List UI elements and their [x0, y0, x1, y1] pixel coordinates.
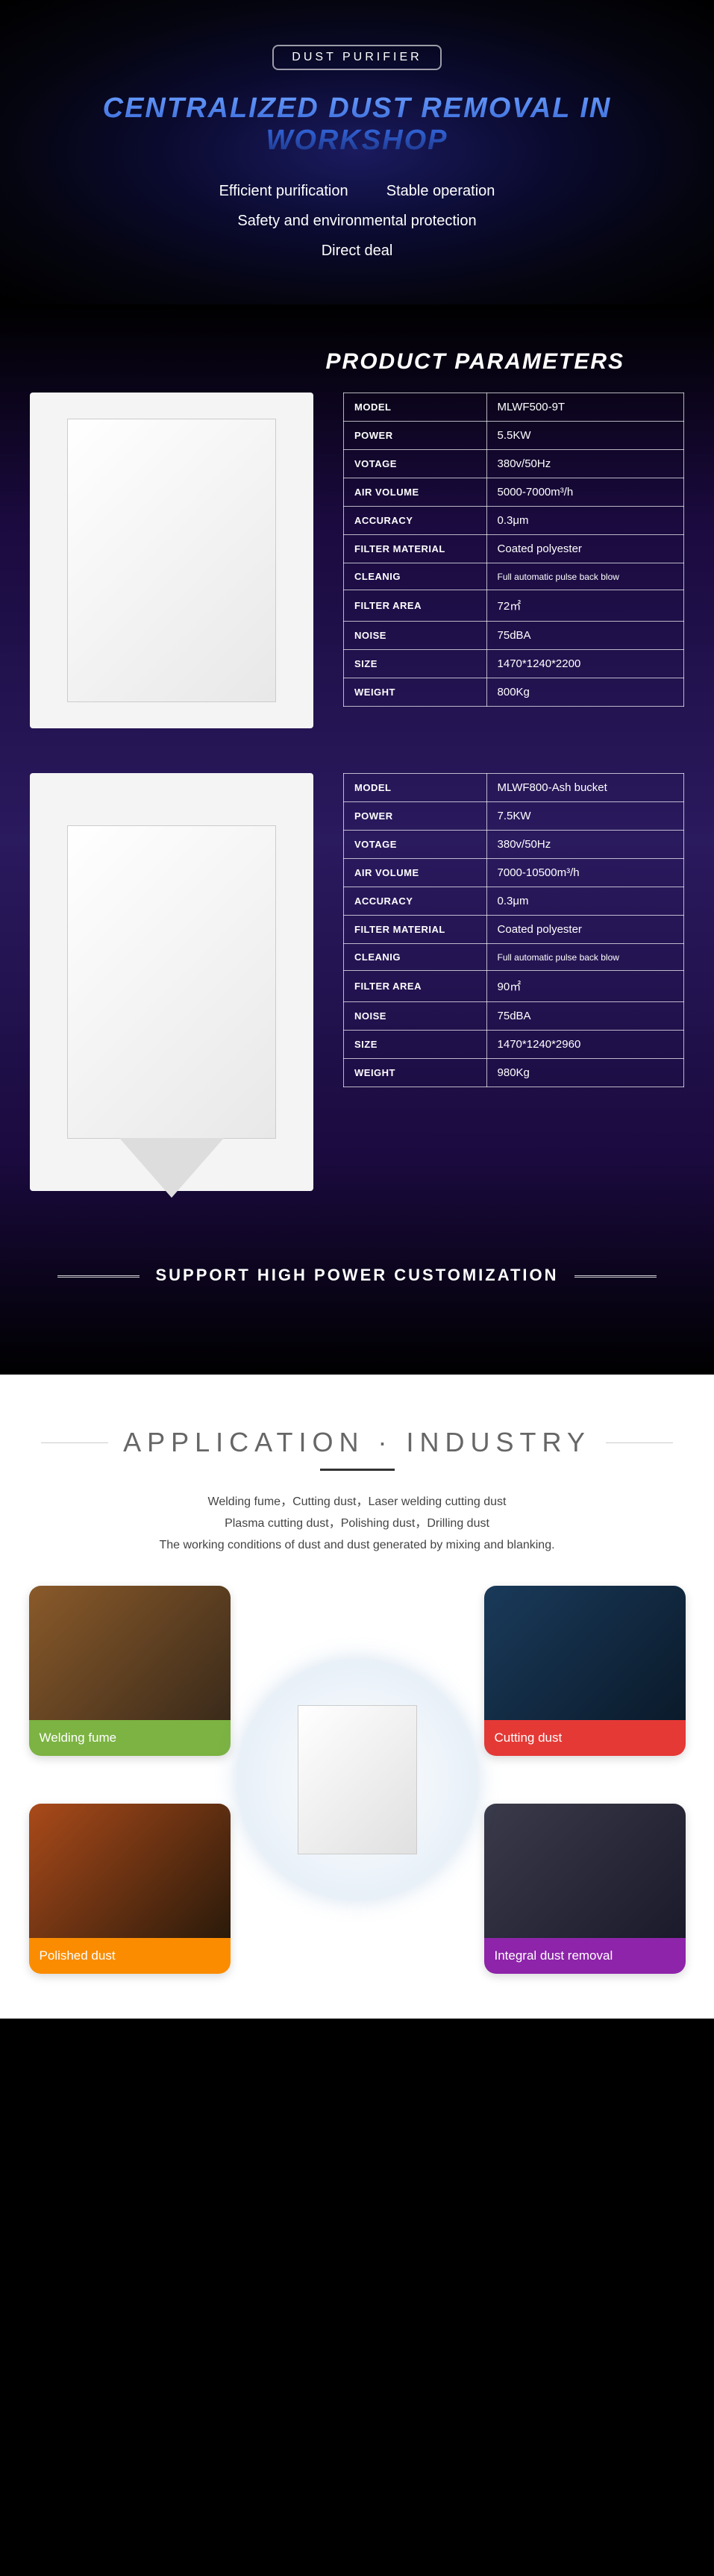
spec-value: 90㎡	[486, 971, 683, 1002]
industries-grid: Welding fume Cutting dust Polished dust …	[29, 1586, 686, 1974]
title-underline	[320, 1469, 395, 1471]
spec-label: ACCURACY	[344, 887, 487, 916]
feature-text: Safety and environmental protection	[237, 213, 476, 229]
feature-text: Direct deal	[322, 243, 393, 259]
section-title: PRODUCT PARAMETERS	[30, 349, 684, 375]
spec-value: Coated polyester	[486, 916, 683, 944]
spec-label: CLEANIG	[344, 563, 487, 590]
spec-value: 7.5KW	[486, 802, 683, 831]
product-image	[30, 773, 313, 1191]
spec-label: SIZE	[344, 650, 487, 678]
spec-label: FILTER AREA	[344, 971, 487, 1002]
spec-value: 0.3μm	[486, 887, 683, 916]
industry-card-integral: Integral dust removal	[484, 1804, 686, 1974]
support-banner: SUPPORT HIGH POWER CUSTOMIZATION	[30, 1236, 684, 1330]
spec-value: 800Kg	[486, 678, 683, 707]
spec-value: 72㎡	[486, 590, 683, 622]
decorative-line	[57, 1275, 140, 1278]
industry-label: Integral dust removal	[484, 1938, 686, 1974]
spec-value: MLWF500-9T	[486, 393, 683, 422]
spec-value: MLWF800-Ash bucket	[486, 774, 683, 802]
product-block-2: MODELMLWF800-Ash bucket POWER7.5KW VOTAG…	[30, 773, 684, 1191]
spec-table-1: MODELMLWF500-9T POWER5.5KW VOTAGE380v/50…	[343, 393, 684, 707]
spec-label: WEIGHT	[344, 678, 487, 707]
industry-image	[484, 1586, 686, 1720]
machine-illustration	[67, 419, 276, 702]
spec-label: VOTAGE	[344, 831, 487, 859]
industry-label: Welding fume	[29, 1720, 231, 1756]
spec-label: CLEANIG	[344, 944, 487, 971]
decorative-line	[574, 1275, 657, 1278]
spec-label: POWER	[344, 802, 487, 831]
spec-label: FILTER MATERIAL	[344, 916, 487, 944]
spec-label: ACCURACY	[344, 507, 487, 535]
spec-label: NOISE	[344, 622, 487, 650]
spec-value: 380v/50Hz	[486, 450, 683, 478]
desc-line: Plasma cutting dust，Polishing dust，Drill…	[22, 1513, 692, 1535]
support-text: SUPPORT HIGH POWER CUSTOMIZATION	[155, 1266, 558, 1284]
spec-value: 75dBA	[486, 1002, 683, 1031]
section-title: APPLICATION · INDUSTRY	[123, 1427, 591, 1458]
spec-table-2: MODELMLWF800-Ash bucket POWER7.5KW VOTAG…	[343, 773, 684, 1087]
spec-label: SIZE	[344, 1031, 487, 1059]
spec-label: NOISE	[344, 1002, 487, 1031]
spec-value: 75dBA	[486, 622, 683, 650]
industry-card-welding: Welding fume	[29, 1586, 231, 1756]
spec-value: 7000-10500m³/h	[486, 859, 683, 887]
spec-value: Full automatic pulse back blow	[486, 944, 683, 971]
spec-label: AIR VOLUME	[344, 859, 487, 887]
spec-label: MODEL	[344, 774, 487, 802]
feature-text: Stable operation	[386, 183, 495, 199]
industry-label: Polished dust	[29, 1938, 231, 1974]
hero-section: DUST PURIFIER CENTRALIZED DUST REMOVAL I…	[0, 0, 714, 304]
spec-label: AIR VOLUME	[344, 478, 487, 507]
machine-illustration	[298, 1705, 417, 1854]
spec-label: WEIGHT	[344, 1059, 487, 1087]
spec-value: Coated polyester	[486, 535, 683, 563]
industry-card-polished: Polished dust	[29, 1804, 231, 1974]
parameters-section: PRODUCT PARAMETERS MODELMLWF500-9T POWER…	[0, 304, 714, 1375]
industry-image	[29, 1586, 231, 1720]
spec-value: 1470*1240*2960	[486, 1031, 683, 1059]
spec-value: Full automatic pulse back blow	[486, 563, 683, 590]
spec-value: 980Kg	[486, 1059, 683, 1087]
desc-line: Welding fume，Cutting dust，Laser welding …	[22, 1492, 692, 1513]
spec-label: FILTER MATERIAL	[344, 535, 487, 563]
main-title: CENTRALIZED DUST REMOVAL IN WORKSHOP	[22, 93, 692, 157]
spec-label: MODEL	[344, 393, 487, 422]
desc-line: The working conditions of dust and dust …	[22, 1535, 692, 1557]
center-product-circle	[238, 1660, 477, 1899]
spec-label: FILTER AREA	[344, 590, 487, 622]
machine-illustration	[67, 825, 276, 1139]
industry-card-cutting: Cutting dust	[484, 1586, 686, 1756]
features-list: Efficient purification Stable operation …	[22, 178, 692, 264]
product-image	[30, 393, 313, 728]
product-block-1: MODELMLWF500-9T POWER5.5KW VOTAGE380v/50…	[30, 393, 684, 728]
spec-value: 0.3μm	[486, 507, 683, 535]
spec-value: 5000-7000m³/h	[486, 478, 683, 507]
industry-image	[29, 1804, 231, 1938]
spec-value: 1470*1240*2200	[486, 650, 683, 678]
application-section: APPLICATION · INDUSTRY Welding fume，Cutt…	[0, 1375, 714, 2019]
spec-label: VOTAGE	[344, 450, 487, 478]
industry-label: Cutting dust	[484, 1720, 686, 1756]
industry-image	[484, 1804, 686, 1938]
spec-label: POWER	[344, 422, 487, 450]
spec-value: 380v/50Hz	[486, 831, 683, 859]
spec-value: 5.5KW	[486, 422, 683, 450]
feature-text: Efficient purification	[219, 183, 348, 199]
application-description: Welding fume，Cutting dust，Laser welding …	[22, 1492, 692, 1556]
category-badge: DUST PURIFIER	[272, 45, 441, 70]
